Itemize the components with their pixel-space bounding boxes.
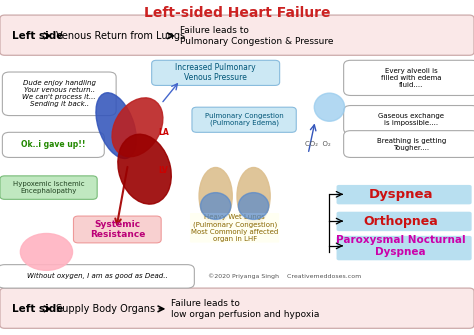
Ellipse shape <box>199 168 232 224</box>
Text: Venous Return from Lungs: Venous Return from Lungs <box>56 31 185 41</box>
FancyBboxPatch shape <box>344 60 474 95</box>
FancyBboxPatch shape <box>73 216 161 243</box>
Text: ©2020 Priyanga Singh    Creativemeddoses.com: ©2020 Priyanga Singh Creativemeddoses.co… <box>208 274 361 279</box>
Text: Pulmonary Congestion
(Pulmonary Edema): Pulmonary Congestion (Pulmonary Edema) <box>205 113 283 126</box>
Text: Gaseous exchange
is impossible....: Gaseous exchange is impossible.... <box>378 113 445 126</box>
Text: LV: LV <box>159 166 168 175</box>
Ellipse shape <box>112 98 163 157</box>
Text: Failure leads to
Pulmonary Congestion & Pressure: Failure leads to Pulmonary Congestion & … <box>180 26 334 46</box>
Text: Dude enjoy handling
Your venous return..
We can't process it...
Sending it back.: Dude enjoy handling Your venous return..… <box>22 80 96 108</box>
FancyBboxPatch shape <box>2 132 104 157</box>
FancyBboxPatch shape <box>0 265 194 288</box>
Text: Supply Body Organs: Supply Body Organs <box>56 304 155 314</box>
Ellipse shape <box>238 193 269 219</box>
Text: Orthopnea: Orthopnea <box>363 215 438 227</box>
Text: Left side: Left side <box>12 31 63 41</box>
FancyBboxPatch shape <box>2 72 116 116</box>
Text: Left-sided Heart Failure: Left-sided Heart Failure <box>144 6 330 20</box>
Ellipse shape <box>20 233 73 270</box>
Text: LA: LA <box>158 128 169 137</box>
FancyBboxPatch shape <box>0 176 97 199</box>
Text: Systemic
Resistance: Systemic Resistance <box>90 220 145 239</box>
FancyBboxPatch shape <box>337 236 472 260</box>
Ellipse shape <box>118 134 171 204</box>
FancyBboxPatch shape <box>344 106 474 134</box>
Text: Heavy Wet Lungs
(Pulmonary Congestion)
Most Commonly affected
organ in LHF: Heavy Wet Lungs (Pulmonary Congestion) M… <box>191 214 278 242</box>
Text: CO₂  O₂: CO₂ O₂ <box>305 141 330 147</box>
FancyBboxPatch shape <box>337 185 472 204</box>
Text: Hypoxemic Ischemic
Encephalopathy: Hypoxemic Ischemic Encephalopathy <box>13 181 85 194</box>
Text: Dyspnea: Dyspnea <box>368 188 433 201</box>
Text: Left side: Left side <box>12 304 63 314</box>
FancyBboxPatch shape <box>0 15 474 55</box>
Text: Paroxysmal Nocturnal
Dyspnea: Paroxysmal Nocturnal Dyspnea <box>336 236 465 257</box>
Ellipse shape <box>237 168 270 224</box>
Ellipse shape <box>314 93 345 121</box>
FancyBboxPatch shape <box>337 212 472 231</box>
Text: Ok..i gave up!!: Ok..i gave up!! <box>21 140 85 149</box>
FancyBboxPatch shape <box>344 131 474 157</box>
Ellipse shape <box>96 93 137 158</box>
FancyBboxPatch shape <box>0 288 474 328</box>
Text: Without oxygen, I am as good as Dead..: Without oxygen, I am as good as Dead.. <box>27 273 167 279</box>
Text: Failure leads to
low organ perfusion and hypoxia: Failure leads to low organ perfusion and… <box>171 299 319 319</box>
FancyBboxPatch shape <box>152 60 280 85</box>
Text: Every alveoli is
filled with edema
fluid....: Every alveoli is filled with edema fluid… <box>381 68 442 88</box>
Text: Breathing is getting
Tougher....: Breathing is getting Tougher.... <box>377 138 446 150</box>
Text: Increased Pulmonary
Venous Pressure: Increased Pulmonary Venous Pressure <box>175 63 256 82</box>
Ellipse shape <box>201 193 231 219</box>
FancyBboxPatch shape <box>192 107 296 132</box>
